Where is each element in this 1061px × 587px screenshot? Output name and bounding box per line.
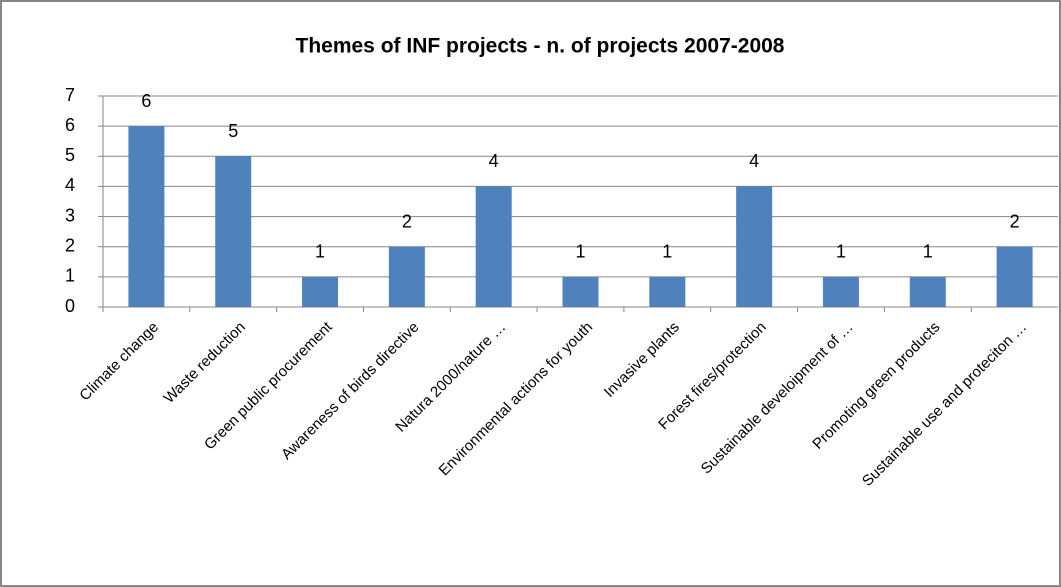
bar <box>302 276 339 307</box>
data-label: 4 <box>489 151 499 171</box>
y-tick-label: 0 <box>65 296 75 316</box>
data-label: 1 <box>662 242 672 262</box>
data-label: 2 <box>402 211 412 231</box>
data-label: 6 <box>141 91 151 111</box>
y-tick-label: 1 <box>65 266 75 286</box>
data-label: 1 <box>315 242 325 262</box>
data-label: 1 <box>575 242 585 262</box>
bar <box>388 246 425 307</box>
bar <box>128 126 165 308</box>
chart-title: Themes of INF projects - n. of projects … <box>296 35 785 58</box>
data-label: 5 <box>228 121 238 141</box>
data-label: 1 <box>836 242 846 262</box>
bar <box>822 276 859 307</box>
bar <box>736 186 773 307</box>
bar <box>909 276 946 307</box>
bar <box>649 276 686 307</box>
y-tick-label: 2 <box>65 235 75 255</box>
y-tick-label: 7 <box>65 85 75 105</box>
bar <box>475 186 512 307</box>
y-tick-label: 6 <box>65 115 75 135</box>
bar <box>996 246 1033 307</box>
bar <box>562 276 599 307</box>
y-tick-label: 5 <box>65 145 75 165</box>
y-tick-label: 3 <box>65 205 75 225</box>
y-tick-label: 4 <box>65 175 75 195</box>
data-label: 4 <box>749 151 759 171</box>
data-label: 1 <box>923 242 933 262</box>
data-label: 2 <box>1010 211 1020 231</box>
bar <box>215 156 252 307</box>
